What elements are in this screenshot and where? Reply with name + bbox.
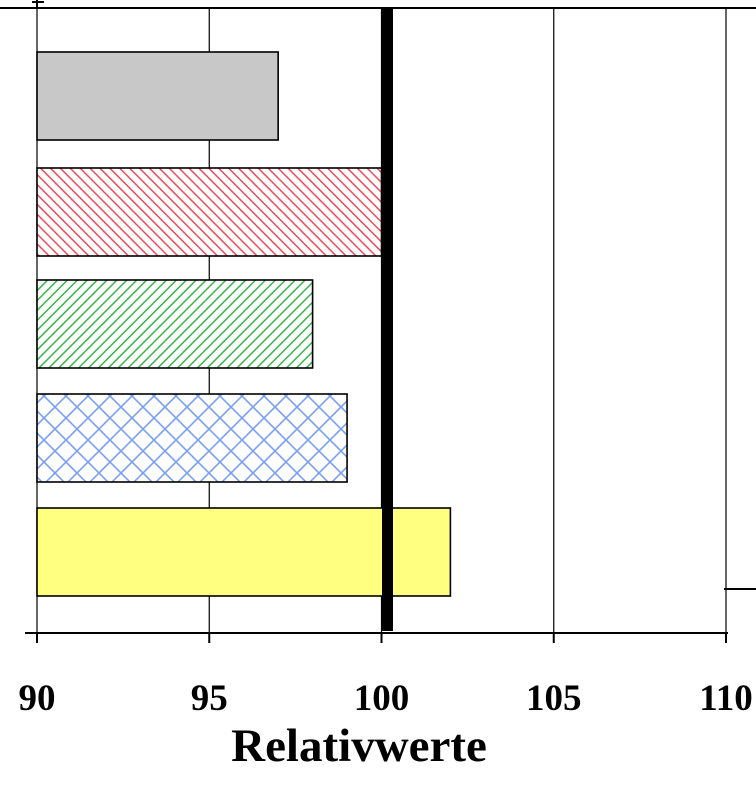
bar-2 [36, 167, 383, 257]
x-ticks-group: 90 95 100 105 110 [19, 633, 753, 719]
bar-3 [36, 279, 314, 369]
tick-label-110: 110 [699, 678, 752, 719]
bars-group [36, 51, 452, 597]
bar-4 [36, 393, 348, 483]
tick-label-90: 90 [19, 678, 56, 719]
tick-label-105: 105 [526, 678, 582, 719]
x-axis-title: Relativwerte [231, 720, 487, 772]
bar-5 [36, 507, 452, 597]
tick-label-95: 95 [191, 678, 228, 719]
tick-label-100: 100 [354, 678, 410, 719]
bar-1 [36, 51, 279, 141]
